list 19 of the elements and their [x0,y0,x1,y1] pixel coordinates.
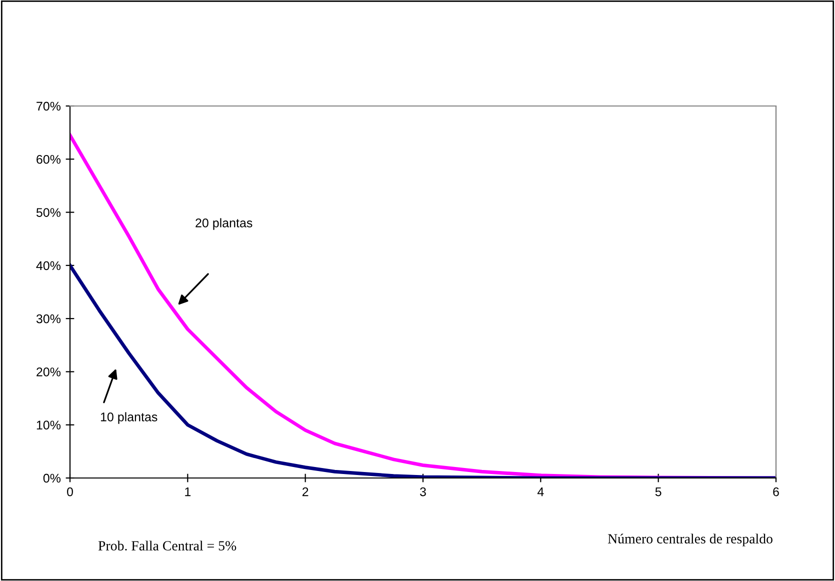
y-tick-label: 30% [36,314,61,324]
x-tick-label: 6 [773,487,779,496]
y-tick-label: 50% [36,208,61,217]
y-tick-label: 10% [36,420,61,430]
x-tick-label: 5 [655,487,662,496]
y-tick-label: 60% [36,154,61,164]
x-tick-label: 2 [302,487,308,496]
x-tick-label: 4 [537,487,544,496]
annotation: 10 plantas [100,412,158,424]
y-tick-label: 20% [36,368,61,376]
x-axis-title: Número centrales de respaldo [608,534,772,546]
x-tick-label: 3 [420,487,426,496]
y-tick-label: 70% [36,102,61,111]
x-tick-label: 1 [185,487,191,496]
text: Prob. Falla Central = 5% [98,540,236,551]
x-tick-label: 0 [67,487,73,496]
y-tick-label: 40% [36,261,61,270]
y-tick-label: 0% [43,474,61,483]
annotation: 20 plantas [196,218,252,230]
